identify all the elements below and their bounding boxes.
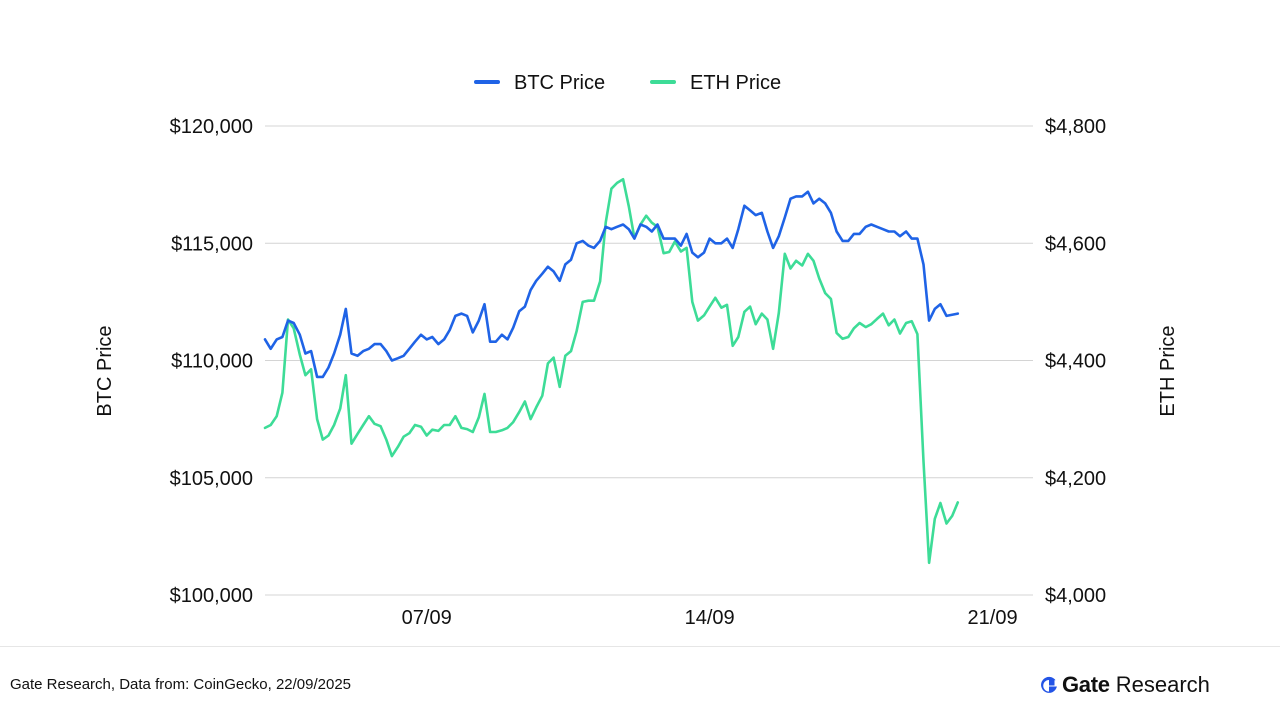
left-tick-label: $110,000	[171, 351, 253, 373]
right-tick-label: $4,200	[1045, 468, 1106, 490]
series-line-eth	[263, 178, 960, 565]
right-axis-title: ETH Price	[1157, 325, 1179, 416]
left-axis-title: BTC Price	[94, 325, 116, 416]
series-lines	[263, 178, 960, 565]
left-tick-label: $115,000	[171, 233, 253, 255]
legend: BTC Price ETH Price	[474, 72, 781, 94]
left-tick-label: $120,000	[170, 116, 253, 138]
right-tick-label: $4,000	[1045, 585, 1106, 607]
brand-name: Gate	[1062, 672, 1110, 697]
brand-logo: Gate Research	[1038, 670, 1210, 700]
right-tick-label: $4,600	[1045, 233, 1106, 255]
left-axis-ticks: $100,000 $105,000 $110,000 $115,000 $120,000	[170, 116, 253, 607]
source-note: Gate Research, Data from: CoinGecko, 22/…	[10, 676, 352, 693]
legend-label-eth: ETH Price	[690, 72, 781, 94]
series-line-btc	[263, 190, 960, 379]
x-tick-label: 14/09	[685, 607, 735, 629]
price-chart: BTC Price ETH Price BTC Price ETH Price …	[94, 72, 1179, 629]
x-tick-label: 07/09	[402, 607, 452, 629]
right-axis-ticks: $4,000 $4,200 $4,400 $4,600 $4,800	[1045, 116, 1106, 607]
legend-label-btc: BTC Price	[514, 72, 605, 94]
right-tick-label: $4,800	[1045, 116, 1106, 138]
left-tick-label: $105,000	[170, 468, 253, 490]
x-tick-label: 21/09	[968, 607, 1018, 629]
footer-divider	[0, 646, 1280, 647]
left-tick-label: $100,000	[170, 585, 253, 607]
right-tick-label: $4,400	[1045, 351, 1106, 373]
gate-logo-icon	[1041, 676, 1057, 693]
x-axis-ticks: 07/09 14/09 21/09	[402, 607, 1018, 629]
brand-sub: Research	[1115, 672, 1210, 697]
